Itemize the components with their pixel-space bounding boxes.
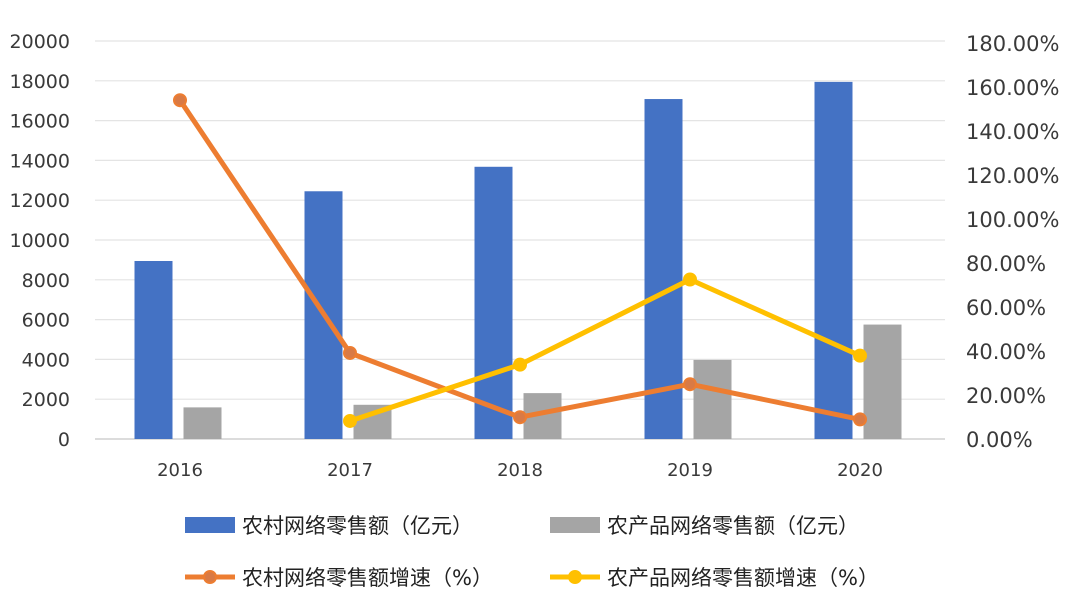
point-rural-growth-2019 — [683, 377, 697, 392]
y-right-tick-label: 160.00% — [966, 76, 1059, 100]
legend: 农村网络零售额（亿元） 农产品网络零售额（亿元） 农村网络零售额增速（%） 农产品网络… — [185, 514, 879, 590]
x-tick-label: 2019 — [667, 460, 713, 481]
point-rural-growth-2016 — [173, 93, 187, 108]
legend-label: 农产品网络零售额增速（%） — [607, 566, 879, 590]
gridlines — [95, 40, 945, 440]
point-agri-growth-2020 — [853, 348, 867, 363]
x-tick-label: 2017 — [327, 460, 373, 481]
bar-agri-retail-2016 — [183, 407, 222, 439]
y-left-tick-label: 16000 — [10, 111, 70, 133]
point-agri-growth-2019 — [683, 272, 697, 287]
y-right-tick-label: 140.00% — [966, 120, 1059, 144]
y-left-tick-label: 8000 — [22, 270, 70, 292]
legend-label: 农产品网络零售额（亿元） — [607, 514, 859, 538]
legend-label: 农村网络零售额（亿元） — [242, 514, 473, 538]
bar-rural-retail-2016 — [134, 260, 173, 439]
legend-marker — [568, 570, 582, 584]
point-agri-growth-2017 — [343, 413, 357, 428]
x-axis: 2016 2017 2018 2019 2020 — [157, 460, 883, 481]
y-left-tick-label: 18000 — [10, 71, 70, 93]
y-right-tick-label: 0.00% — [966, 428, 1033, 452]
y-right-tick-label: 120.00% — [966, 164, 1059, 188]
y-right-tick-label: 180.00% — [966, 32, 1059, 56]
y-left-tick-label: 20000 — [10, 31, 70, 53]
x-tick-label: 2018 — [497, 460, 543, 481]
x-tick-label: 2016 — [157, 460, 203, 481]
y-left-tick-label: 12000 — [10, 190, 70, 212]
legend-swatch — [550, 517, 600, 533]
y-left-tick-label: 4000 — [22, 349, 70, 371]
point-rural-growth-2020 — [853, 412, 867, 427]
legend-label: 农村网络零售额增速（%） — [242, 566, 493, 590]
bar-agri-retail-2019 — [693, 359, 732, 439]
y-axis-left: 0 2000 4000 6000 8000 10000 12000 14000 16000 180… — [10, 31, 70, 451]
y-right-tick-label: 40.00% — [966, 340, 1046, 364]
point-rural-growth-2018 — [513, 410, 527, 425]
legend-swatch — [185, 517, 235, 533]
y-left-tick-label: 14000 — [10, 150, 70, 172]
y-right-tick-label: 100.00% — [966, 208, 1059, 232]
y-left-tick-label: 0 — [58, 429, 70, 451]
y-right-tick-label: 80.00% — [966, 252, 1046, 276]
bar-agri-retail-2020 — [863, 324, 902, 439]
legend-marker — [203, 570, 217, 584]
y-left-tick-label: 2000 — [22, 389, 70, 411]
bar-rural-retail-2019 — [644, 99, 683, 439]
point-agri-growth-2018 — [513, 357, 527, 372]
point-rural-growth-2017 — [343, 345, 357, 360]
y-left-tick-label: 6000 — [22, 310, 70, 332]
y-right-tick-label: 20.00% — [966, 384, 1046, 408]
bar-rural-retail-2018 — [474, 166, 513, 439]
bar-rural-retail-2020 — [814, 81, 853, 439]
y-left-tick-label: 10000 — [10, 230, 70, 252]
bar-series — [134, 81, 902, 439]
x-tick-label: 2020 — [837, 460, 883, 481]
line-agri-growth — [347, 277, 863, 424]
y-axis-right: 0.00% 20.00% 40.00% 60.00% 80.00% 100.00% 120.… — [966, 32, 1059, 452]
line-series — [173, 93, 867, 428]
y-right-tick-label: 60.00% — [966, 296, 1046, 320]
